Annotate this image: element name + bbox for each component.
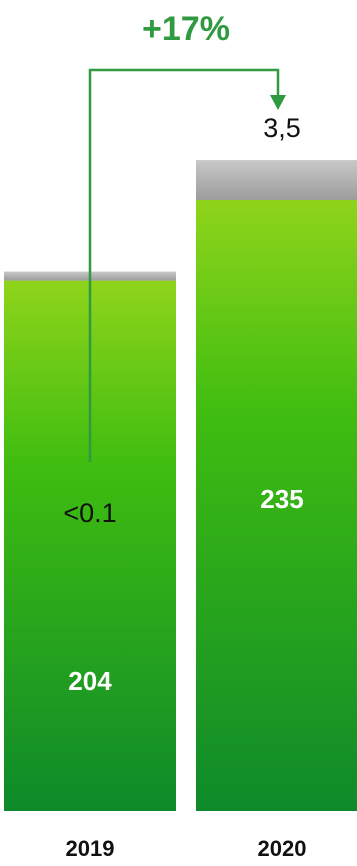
bar-top-label-2020: 3,5 [263,113,301,143]
bar-top-label-2019: <0.1 [63,498,116,528]
bar-main-2020 [196,200,357,811]
growth-arrow-line [88,68,280,462]
bar-value-label-2020: 235 [260,484,303,514]
bar-cap-2020 [196,160,357,200]
growth-arrowhead [270,95,286,110]
growth-annotation-label: +17% [142,10,230,48]
x-tick-label-2020: 2020 [258,836,307,861]
bar-value-label-2019: 204 [68,666,112,696]
x-tick-label-2019: 2019 [66,836,115,861]
